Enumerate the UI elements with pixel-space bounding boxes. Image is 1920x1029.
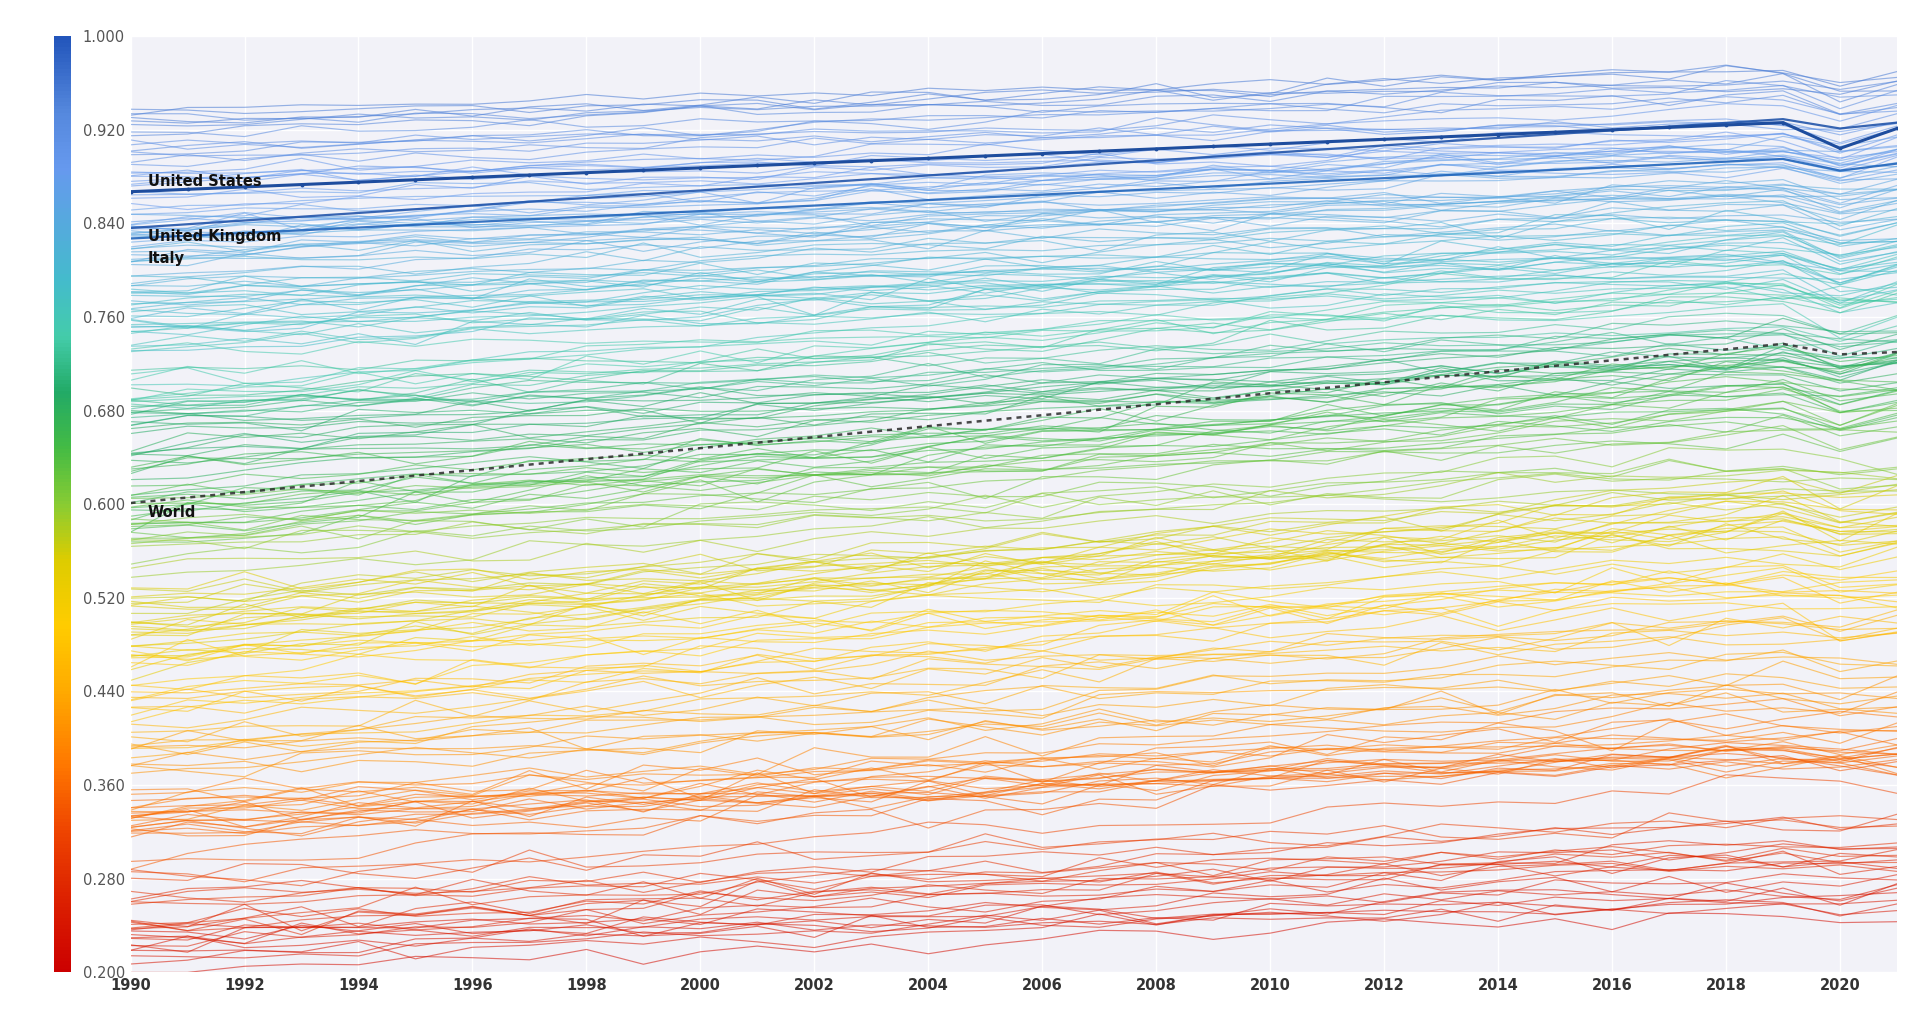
Text: Italy: Italy — [148, 251, 184, 267]
Text: World: World — [148, 505, 196, 521]
Text: United States: United States — [148, 174, 261, 189]
Text: United Kingdom: United Kingdom — [148, 229, 280, 244]
